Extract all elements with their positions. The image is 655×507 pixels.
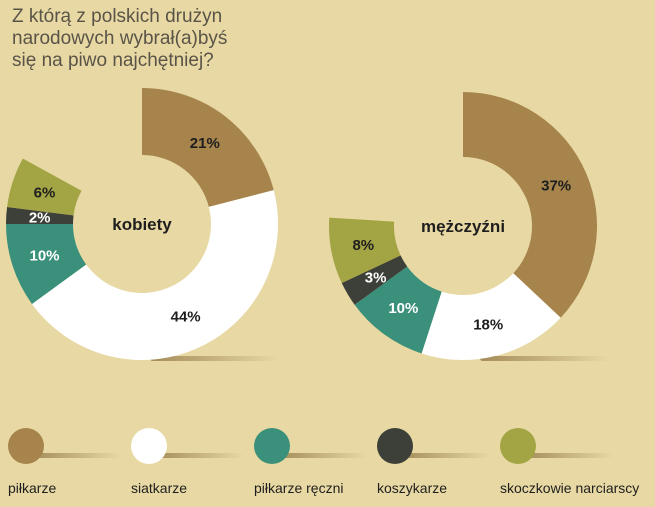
legend-label-koszykarze: koszykarze: [377, 480, 448, 496]
slice-koszykarze: [341, 255, 408, 305]
slice-pilkarze: [142, 88, 274, 207]
slice-label-skoczkowie-narciarscy: 6%: [34, 184, 56, 201]
slice-skoczkowie-narciarscy: [329, 217, 401, 284]
slice-pilkarze-reczni: [354, 266, 442, 354]
legend-shadow: [149, 453, 244, 458]
slice-label-skoczkowie-narciarscy: 8%: [352, 237, 374, 254]
slice-label-siatkarze: 18%: [473, 316, 503, 333]
slice-label-pilkarze-reczni: 10%: [388, 300, 418, 317]
legend-label-pilkarze: piłkarze: [8, 480, 57, 496]
legend-swatch-siatkarze: [131, 428, 167, 464]
legend-shadow: [26, 453, 121, 458]
slice-label-koszykarze: 3%: [365, 270, 387, 287]
donut-chart-kobiety: 21% 44% 10% 2% 6% kobiety: [6, 88, 280, 361]
legend-swatch-pilkarze: [8, 428, 44, 464]
slice-label-siatkarze: 44%: [171, 309, 201, 326]
legend-swatch-koszykarze: [377, 428, 413, 464]
center-label-kobiety: kobiety: [112, 215, 172, 234]
chart-shadow: [150, 356, 280, 361]
slice-siatkarze: [31, 190, 278, 360]
legend-swatch-pilkarze-reczni: [254, 428, 290, 464]
title-line-2: narodowych wybrał(a)byś: [12, 28, 228, 49]
legend-shadow: [272, 453, 367, 458]
charts-area: 21%44%10%2%6%kobiety 37%18%10%3%8%mężczy…: [6, 88, 610, 361]
center-label-mezczyzni: mężczyźni: [421, 217, 505, 236]
chart-shadow: [480, 356, 610, 361]
slice-label-pilkarze: 21%: [190, 135, 220, 152]
slice-label-koszykarze: 2%: [29, 210, 51, 227]
slice-label-pilkarze-reczni: 10%: [30, 248, 60, 265]
legend-label-pilkarze-reczni: piłkarze ręczni: [254, 480, 344, 496]
legend-shadow: [518, 453, 613, 458]
slice-pilkarze: [463, 91, 598, 318]
donut-chart-mezczyzni: 37% 18% 10%3% 8% mężczyźni: [329, 91, 610, 361]
legend-swatch-skoczkowie: [500, 428, 536, 464]
slice-siatkarze: [421, 273, 561, 360]
page-title: Z którą z polskich drużyn narodowych wyb…: [12, 6, 302, 72]
slice-pilkarze-reczni: [6, 224, 87, 304]
legend-shadow: [395, 453, 490, 458]
legend-label-siatkarze: siatkarze: [131, 480, 188, 496]
slice-skoczkowie-narciarscy: [7, 158, 82, 216]
title-line-3: się na piwo najchętniej?: [12, 50, 214, 71]
legend-label-skoczkowie: skoczkowie narciarscy: [500, 480, 640, 496]
title-line-1: Z którą z polskich drużyn: [12, 6, 223, 27]
slice-label-pilkarze: 37%: [541, 178, 571, 195]
slice-koszykarze: [6, 206, 74, 224]
